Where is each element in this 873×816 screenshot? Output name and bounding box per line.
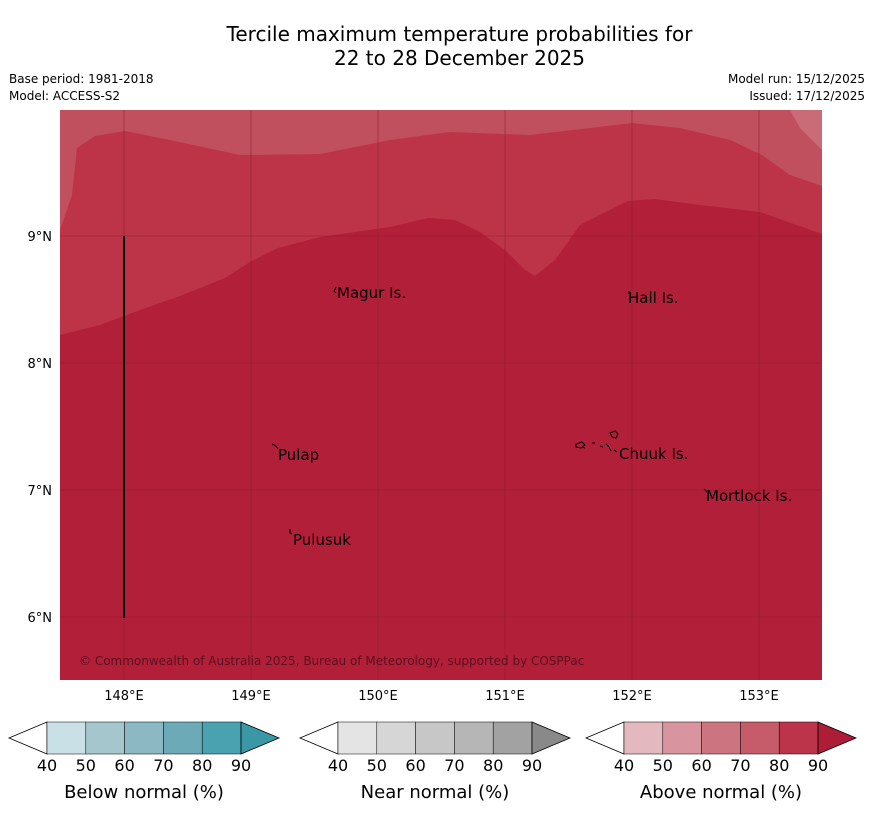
lon-label-151e: 151°E (485, 689, 525, 704)
model-run: Model run: 15/12/2025 (727, 72, 865, 86)
islands (271, 286, 708, 535)
near-normal-colorbar: 40 50 60 70 80 90 Near normal (%) (298, 721, 572, 803)
below-colorbar-segment (124, 721, 164, 755)
model-name: Model: ACCESS-S2 (9, 89, 121, 103)
base-period: Base period: 1981-2018 (9, 72, 154, 86)
near-colorbar-tick: 80 (483, 756, 503, 775)
near-colorbar-segment (492, 721, 533, 755)
place-magur: Magur Is. (337, 284, 406, 302)
issued-date: Issued: 17/12/2025 (749, 89, 865, 103)
island-chuuk (575, 430, 619, 453)
island-magur (333, 286, 337, 294)
title-line-1: Tercile maximum temperature probabilitie… (226, 22, 693, 46)
lat-label-9n: 9°N (28, 230, 53, 245)
near-colorbar-tick: 70 (444, 756, 464, 775)
below-colorbar-over-arrow (240, 721, 281, 755)
below-normal-colorbar: 40 50 60 70 80 90 Below normal (%) (7, 721, 281, 803)
above-colorbar-tick: 50 (653, 756, 673, 775)
probability-shading (60, 110, 822, 680)
above-normal-colorbar: 40 50 60 70 80 90 Above normal (%) (584, 721, 858, 803)
title-line-2: 22 to 28 December 2025 (333, 46, 585, 70)
above-colorbar-tick: 70 (730, 756, 750, 775)
lat-label-6n: 6°N (28, 611, 53, 626)
place-pulusuk: Pulusuk (293, 531, 351, 549)
meta-left: Base period: 1981-2018 Model: ACCESS-S2 (9, 71, 154, 105)
lat-label-7n: 7°N (28, 484, 53, 499)
above-colorbar-segment (701, 721, 741, 755)
lat-label-8n: 8°N (28, 357, 53, 372)
below-colorbar-under-arrow (7, 721, 48, 755)
below-colorbar-segment (201, 721, 242, 755)
above-colorbar-under-arrow (584, 721, 625, 755)
lat-labels: 9°N 8°N 7°N 6°N (28, 230, 53, 626)
lon-labels: 148°E 149°E 150°E 151°E 152°E 153°E (104, 689, 779, 704)
above-colorbar-title: Above normal (%) (640, 782, 802, 803)
above-colorbar-tick: 80 (769, 756, 789, 775)
below-colorbar-tick: 40 (37, 756, 57, 775)
near-colorbar-tick: 90 (522, 756, 542, 775)
above-colorbar-tick: 40 (614, 756, 634, 775)
below-colorbar-segment (46, 721, 87, 755)
place-pulap: Pulap (278, 446, 319, 464)
above-colorbar-segment (778, 721, 819, 755)
lon-label-149e: 149°E (231, 689, 271, 704)
place-hall: Hall Is. (628, 289, 679, 307)
shade-above-70-80 (60, 110, 822, 230)
near-colorbar-segment (337, 721, 378, 755)
legends: 40 50 60 70 80 90 Below normal (%) 40 50 60 70 80 90… (7, 721, 858, 803)
near-colorbar-under-arrow (298, 721, 339, 755)
above-colorbar-tick: 60 (691, 756, 711, 775)
above-colorbar-tick: 90 (808, 756, 828, 775)
lon-label-150e: 150°E (358, 689, 398, 704)
above-colorbar-segment (740, 721, 780, 755)
island-pulusuk (289, 529, 293, 535)
meta-right: Model run: 15/12/2025 Issued: 17/12/2025 (728, 71, 865, 105)
below-colorbar-title: Below normal (%) (64, 782, 224, 803)
near-colorbar-segment (454, 721, 494, 755)
chart-title: Tercile maximum temperature probabilitie… (0, 22, 873, 70)
shade-above-60-70 (790, 110, 822, 150)
island-pulap (271, 443, 279, 450)
below-colorbar-tick: 50 (76, 756, 96, 775)
below-colorbar-tick: 90 (231, 756, 251, 775)
copyright-note: © Commonwealth of Australia 2025, Bureau… (79, 654, 584, 668)
lon-label-152e: 152°E (612, 689, 652, 704)
below-colorbar-tick: 80 (192, 756, 212, 775)
below-colorbar-tick: 60 (114, 756, 134, 775)
place-labels: Magur Is. Hall Is. Pulap Chuuk Is. Mortl… (278, 284, 792, 549)
below-colorbar-segment (85, 721, 125, 755)
place-chuuk: Chuuk Is. (619, 445, 688, 463)
shade-above-80-90 (60, 110, 822, 335)
below-colorbar-tick: 70 (153, 756, 173, 775)
below-colorbar-segment (163, 721, 203, 755)
lon-label-148e: 148°E (104, 689, 144, 704)
above-colorbar-segment (623, 721, 664, 755)
above-colorbar-segment (662, 721, 702, 755)
near-colorbar-title: Near normal (%) (361, 782, 510, 803)
near-colorbar-segment (376, 721, 416, 755)
near-colorbar-tick: 40 (328, 756, 348, 775)
near-colorbar-tick: 50 (367, 756, 387, 775)
near-colorbar-tick: 60 (405, 756, 425, 775)
above-colorbar-over-arrow (817, 721, 858, 755)
lon-label-153e: 153°E (739, 689, 779, 704)
island-mortlock (703, 488, 708, 493)
place-mortlock: Mortlock Is. (706, 487, 792, 505)
near-colorbar-segment (415, 721, 455, 755)
near-colorbar-over-arrow (531, 721, 572, 755)
